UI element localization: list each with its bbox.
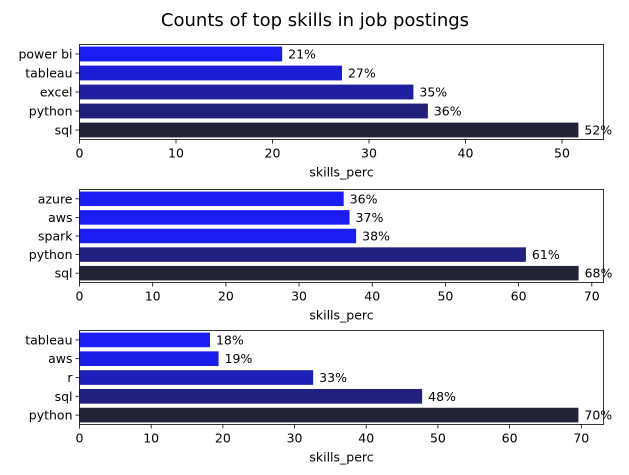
bar-value-label: 70% — [584, 408, 612, 423]
bar-excel — [79, 84, 414, 100]
y-tick-label: aws — [48, 210, 72, 225]
y-tick-label: tableau — [25, 66, 72, 81]
x-tick-label: 50 — [554, 146, 570, 161]
bar-value-label: 33% — [319, 370, 347, 385]
x-tick-label: 10 — [145, 289, 161, 304]
y-tick-label: azure — [38, 191, 73, 206]
bar-python — [79, 247, 526, 262]
figure-title: Counts of top skills in job postings — [161, 10, 469, 31]
y-tick-label: power bi — [18, 47, 72, 62]
x-tick-label: 20 — [215, 431, 231, 446]
axes-frame — [79, 330, 604, 425]
bar-spark — [79, 228, 357, 244]
x-tick-label: 70 — [573, 431, 589, 446]
bar-value-label: 18% — [216, 332, 244, 347]
y-tick-label: sql — [55, 266, 73, 281]
bar-tableau — [79, 65, 342, 81]
bar-value-label: 35% — [419, 85, 447, 100]
bar-value-label: 68% — [585, 266, 613, 281]
x-tick-label: 40 — [458, 146, 474, 161]
bar-value-label: 61% — [532, 247, 560, 262]
bar-value-label: 21% — [288, 47, 316, 62]
bar-value-label: 52% — [584, 123, 612, 138]
y-tick-label: tableau — [25, 332, 72, 347]
bar-aws — [79, 210, 350, 225]
x-axis-label: skills_perc — [309, 308, 373, 323]
x-tick-label: 30 — [287, 431, 303, 446]
x-tick-label: 30 — [361, 146, 377, 161]
y-tick-label: spark — [38, 229, 73, 244]
y-tick-label: r — [67, 370, 73, 385]
x-axis-label: skills_perc — [309, 450, 373, 465]
bar-tableau — [79, 332, 210, 348]
x-tick-label: 60 — [511, 289, 527, 304]
axes-frame — [79, 44, 604, 140]
x-tick-label: 0 — [76, 289, 84, 304]
bar-aws — [79, 351, 219, 367]
y-tick-label: python — [29, 408, 73, 423]
bar-value-label: 48% — [428, 389, 456, 404]
y-tick-label: sql — [55, 389, 73, 404]
bar-azure — [79, 191, 344, 207]
bar-python — [79, 103, 428, 119]
bar-value-label: 37% — [356, 210, 384, 225]
bar-value-label: 38% — [362, 229, 390, 244]
x-tick-label: 60 — [502, 431, 518, 446]
bar-r — [79, 370, 314, 385]
bar-value-label: 36% — [434, 104, 462, 119]
bar-value-label: 27% — [348, 66, 376, 81]
x-tick-label: 30 — [291, 289, 307, 304]
y-tick-label: aws — [48, 351, 72, 366]
x-tick-label: 20 — [218, 289, 234, 304]
x-tick-label: 20 — [265, 146, 281, 161]
x-tick-label: 0 — [76, 146, 84, 161]
bar-python — [79, 407, 579, 423]
bar-sql — [79, 122, 579, 138]
bar-value-label: 19% — [225, 351, 253, 366]
bar-sql — [79, 265, 579, 281]
x-tick-label: 40 — [364, 289, 380, 304]
chart-panel-1: 21% power bi 27% tableau 35% excel 36% python 52… — [18, 44, 612, 180]
x-axis-label: skills_perc — [309, 165, 373, 180]
bar-value-label: 36% — [350, 191, 378, 206]
x-tick-label: 10 — [168, 146, 184, 161]
y-tick-label: python — [29, 247, 73, 262]
y-tick-label: excel — [40, 85, 73, 100]
x-tick-label: 10 — [143, 431, 159, 446]
y-tick-label: python — [29, 104, 73, 119]
axes-frame — [79, 189, 604, 283]
y-tick-label: sql — [55, 123, 73, 138]
x-tick-label: 50 — [430, 431, 446, 446]
bar-power-bi — [79, 46, 283, 62]
x-tick-label: 40 — [358, 431, 374, 446]
bar-sql — [79, 388, 423, 404]
x-tick-label: 70 — [584, 289, 600, 304]
x-tick-label: 50 — [437, 289, 453, 304]
x-tick-label: 0 — [76, 431, 84, 446]
